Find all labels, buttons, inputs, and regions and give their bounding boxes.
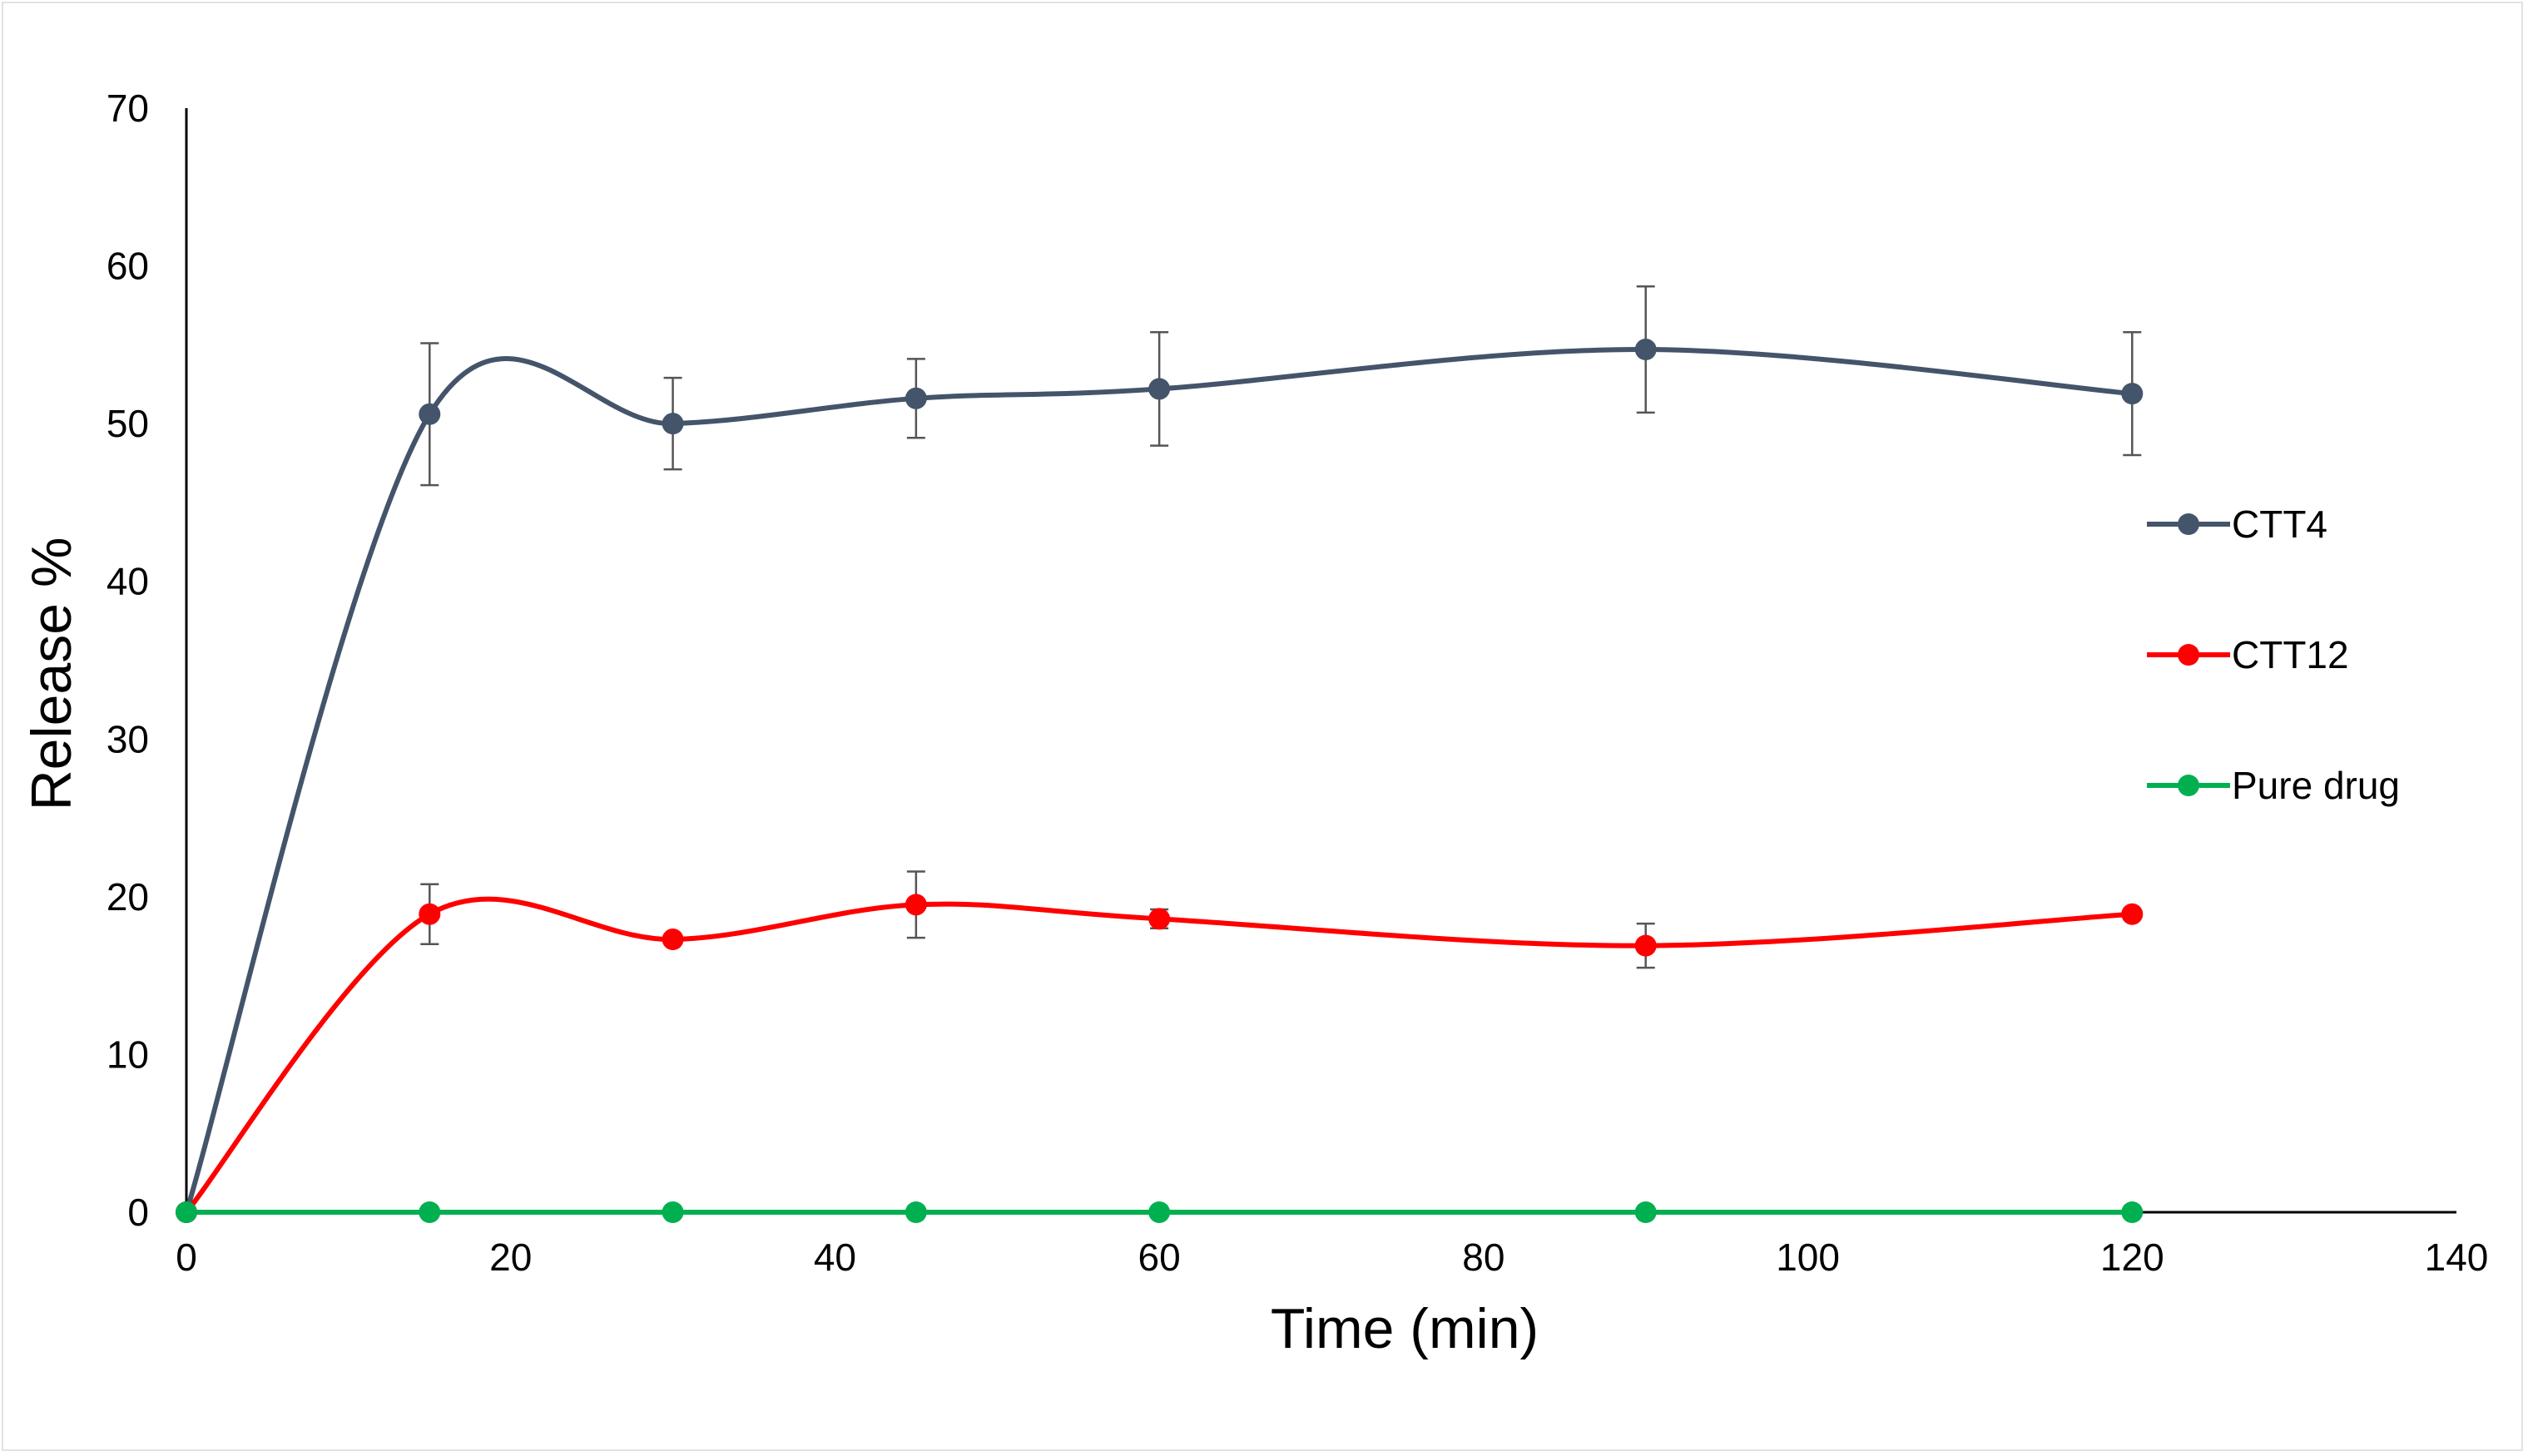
ctt4-legend-marker: [2178, 513, 2199, 535]
x-tick-label: 100: [1776, 1236, 1840, 1279]
x-tick-label: 120: [2100, 1236, 2164, 1279]
x-tick-label: 20: [489, 1236, 532, 1279]
pure-drug-point: [419, 1201, 441, 1223]
ctt12-point: [419, 903, 441, 925]
pure-drug-point: [2121, 1201, 2144, 1223]
x-axis-title: Time (min): [1271, 1297, 1539, 1360]
y-tick-label: 70: [107, 87, 149, 130]
legend-item-ctt12: CTT12: [2147, 633, 2349, 676]
y-tick-label: 20: [107, 875, 149, 919]
ctt12-legend-marker: [2178, 644, 2199, 666]
x-tick-label: 60: [1138, 1236, 1181, 1279]
tick-labels: 0 20 40 60 80 100 120 140 0 10 20 30 40 50 60 70: [107, 87, 2489, 1279]
legend-item-pure-drug: Pure drug: [2147, 764, 2400, 807]
ctt12-point: [2121, 903, 2144, 925]
error-bars: [420, 285, 2142, 969]
y-axis-title: Release %: [20, 537, 83, 811]
pure-drug-legend-marker: [2178, 775, 2199, 796]
ctt4-point: [419, 403, 441, 425]
ctt12-line: [184, 896, 2133, 1214]
y-tick-label: 40: [107, 560, 149, 603]
x-tick-label: 80: [1462, 1236, 1504, 1279]
legend: CTT4 CTT12 Pure drug: [2147, 503, 2400, 807]
ctt4-point: [1634, 339, 1657, 361]
ctt12-point: [1634, 934, 1657, 957]
legend-item-ctt4: CTT4: [2147, 503, 2327, 546]
y-tick-label: 0: [127, 1191, 149, 1234]
x-tick-label: 40: [814, 1236, 856, 1279]
ctt4-point: [1148, 378, 1171, 400]
ctt12-legend-label: CTT12: [2232, 633, 2349, 676]
pure-drug-legend-label: Pure drug: [2232, 764, 2400, 807]
y-tick-label: 50: [107, 402, 149, 445]
x-tick-label: 140: [2425, 1236, 2489, 1279]
ctt4-point: [662, 413, 684, 435]
pure-drug-point: [176, 1201, 197, 1223]
ctt4-point: [905, 387, 927, 409]
ctt12-point: [905, 894, 927, 916]
series-lines: [184, 347, 2133, 1216]
pure-drug-point: [1634, 1201, 1657, 1223]
series-points: [176, 339, 2144, 1223]
ctt12-point: [1148, 908, 1171, 930]
axes: [185, 108, 2456, 1214]
pure-drug-point: [1148, 1201, 1171, 1223]
y-tick-label: 10: [107, 1033, 149, 1076]
ctt4-legend-label: CTT4: [2232, 503, 2327, 546]
pure-drug-point: [662, 1201, 684, 1223]
ctt4-line: [184, 347, 2133, 1213]
pure-drug-point: [905, 1201, 927, 1223]
y-tick-label: 60: [107, 245, 149, 288]
ctt4-point: [2121, 383, 2144, 405]
x-tick-label: 0: [176, 1236, 197, 1279]
ctt12-point: [662, 929, 684, 951]
y-tick-label: 30: [107, 717, 149, 760]
